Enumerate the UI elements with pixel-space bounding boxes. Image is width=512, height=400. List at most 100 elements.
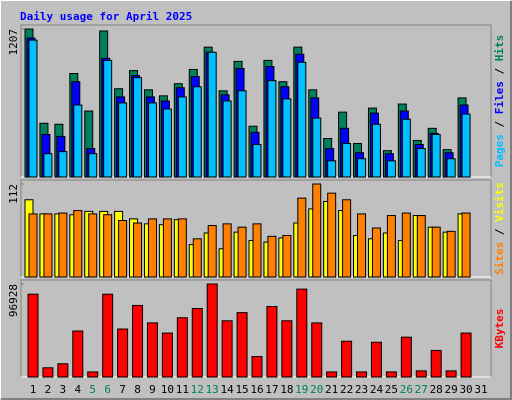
bar — [42, 367, 54, 378]
bar — [103, 214, 113, 278]
bar — [446, 230, 456, 278]
bar — [341, 340, 353, 378]
bar — [357, 158, 367, 178]
bar — [446, 158, 456, 178]
x-tick-label: 10 — [161, 383, 174, 396]
bar — [192, 86, 202, 178]
x-tick-label: 14 — [221, 383, 235, 396]
bar — [118, 102, 128, 178]
bar — [27, 293, 39, 378]
bar — [460, 332, 472, 378]
bar — [237, 90, 247, 178]
x-tick-label: 18 — [280, 383, 293, 396]
bar — [416, 148, 426, 178]
bar — [133, 77, 143, 178]
bar — [297, 197, 307, 278]
bar — [236, 312, 248, 378]
legend-entry: Visits — [493, 182, 506, 222]
x-tick-label: 3 — [60, 383, 67, 396]
x-tick-label: 4 — [74, 383, 81, 396]
bar — [370, 341, 382, 378]
bar — [162, 218, 172, 278]
x-tick-label: 20 — [310, 383, 323, 396]
bar — [415, 370, 427, 378]
bar — [146, 322, 158, 378]
bar — [251, 356, 263, 378]
bar — [118, 220, 128, 278]
bar — [117, 328, 129, 378]
bar — [176, 317, 188, 378]
x-tick-label: 30 — [459, 383, 472, 396]
bar — [87, 371, 99, 378]
bar — [28, 39, 38, 178]
bar — [342, 199, 352, 278]
legend-separator: / — [493, 114, 506, 134]
chart-title: Daily usage for April 2025 — [20, 10, 192, 23]
y-tick-label: 1207 — [7, 29, 20, 56]
legend-entry: Sites — [493, 242, 506, 275]
bar — [133, 222, 143, 278]
x-tick-label: 25 — [385, 383, 398, 396]
x-tick-label: 24 — [370, 383, 384, 396]
bar — [58, 212, 68, 278]
bar — [327, 160, 337, 178]
bar — [401, 212, 411, 278]
x-tick-label: 23 — [355, 383, 368, 396]
x-tick-label: 19 — [295, 383, 308, 396]
x-tick-label: 21 — [325, 383, 338, 396]
bar — [342, 143, 352, 178]
bar — [147, 102, 157, 178]
bar — [327, 192, 337, 278]
x-tick-label: 27 — [415, 383, 428, 396]
x-tick-label: 16 — [250, 383, 263, 396]
legend-separator: / — [493, 222, 506, 242]
x-tick-label: 2 — [45, 383, 52, 396]
x-tick-label: 1 — [30, 383, 37, 396]
bar — [282, 234, 292, 278]
bar — [191, 307, 203, 378]
x-tick-label: 5 — [89, 383, 96, 396]
bar — [237, 226, 247, 278]
x-tick-label: 13 — [206, 383, 219, 396]
bar — [222, 223, 232, 278]
bar — [192, 238, 202, 278]
legend-entry: KBytes — [493, 309, 506, 349]
bar — [147, 218, 157, 278]
bar — [72, 330, 84, 378]
bar — [431, 133, 441, 178]
bar — [371, 123, 381, 178]
bar — [58, 151, 68, 178]
x-tick-label: 17 — [265, 383, 278, 396]
bar — [161, 332, 173, 378]
legend: Sites / Visits — [493, 182, 506, 275]
bar — [385, 371, 397, 378]
bar — [296, 288, 308, 378]
bar — [461, 212, 471, 278]
bar — [266, 305, 278, 378]
x-tick-label: 15 — [235, 383, 248, 396]
bar — [177, 96, 187, 178]
legend-entry: Files — [493, 81, 506, 114]
x-tick-label: 26 — [400, 383, 413, 396]
bar — [206, 283, 218, 378]
bar — [221, 320, 233, 378]
bar — [28, 213, 38, 278]
bar — [400, 336, 412, 378]
bar — [177, 218, 187, 278]
x-tick-label: 11 — [176, 383, 189, 396]
bar — [267, 80, 277, 178]
bar — [132, 304, 144, 378]
bar — [73, 210, 83, 278]
bar — [356, 371, 368, 378]
bar — [431, 226, 441, 278]
bar — [430, 349, 442, 378]
x-tick-label: 22 — [340, 383, 353, 396]
y-tick-label: 112 — [7, 184, 20, 204]
bar — [311, 322, 323, 378]
bar — [416, 215, 426, 278]
bar — [207, 225, 217, 278]
bar — [88, 153, 98, 178]
bar — [267, 235, 277, 278]
